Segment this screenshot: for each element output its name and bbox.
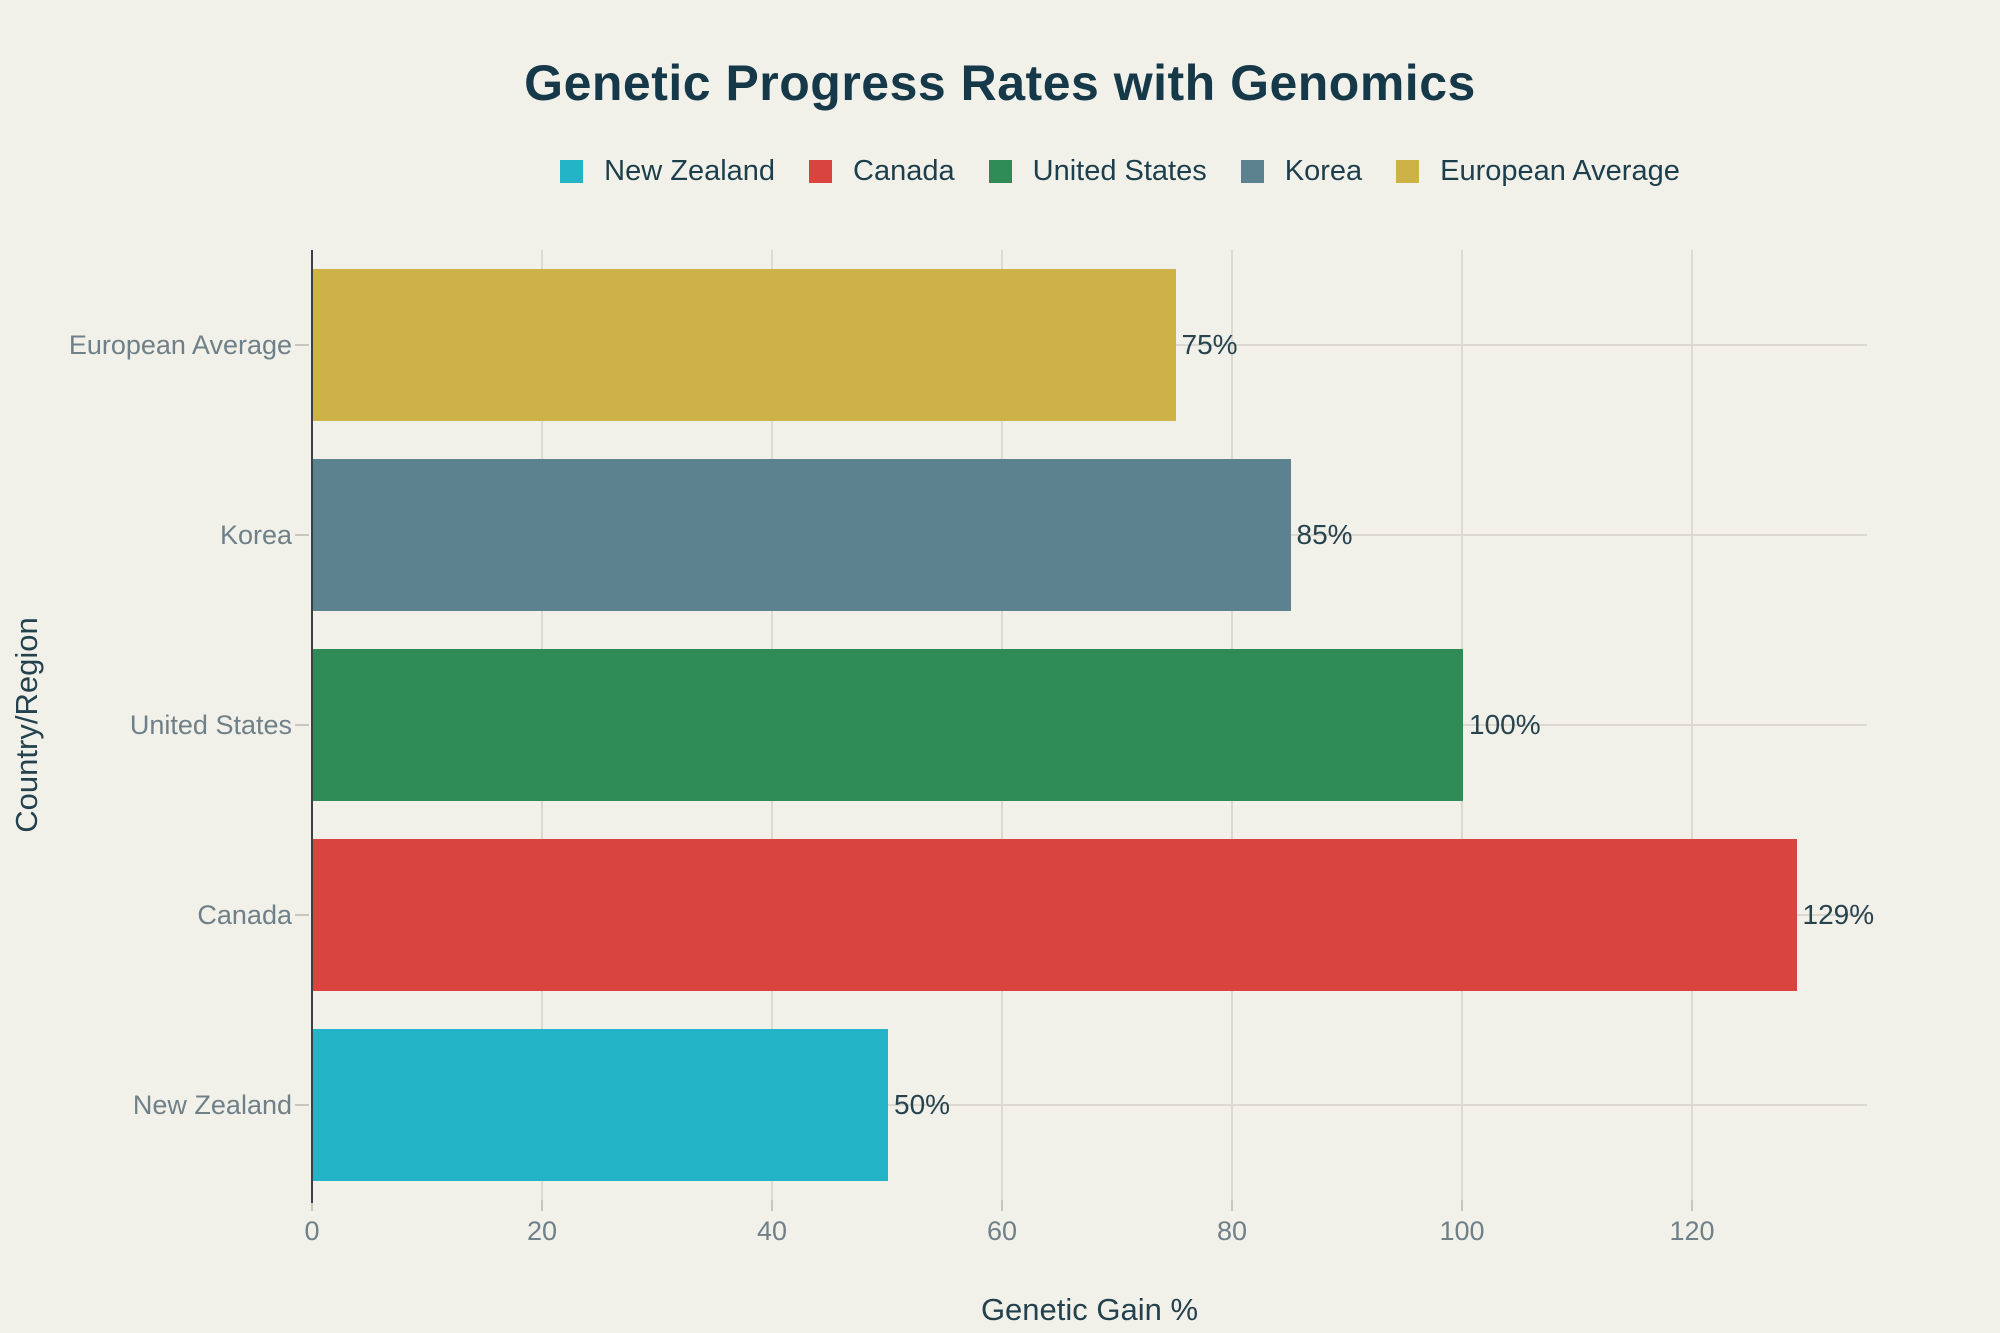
x-tick-mark (771, 1200, 773, 1211)
bar-value-label: 50% (894, 1089, 951, 1120)
y-tick-mark (295, 914, 309, 916)
y-category-label: Korea (219, 520, 292, 550)
x-tick-label: 40 (756, 1216, 788, 1246)
legend-label: European Average (1440, 155, 1680, 187)
y-category-label: Canada (197, 900, 292, 930)
y-tick-mark (295, 1104, 309, 1106)
legend-swatch-icon (1240, 160, 1264, 183)
legend-label: United States (1032, 155, 1207, 187)
bar-united-states[interactable] (313, 649, 1463, 801)
x-tick-label: 0 (304, 1216, 320, 1246)
y-category-label: United States (129, 710, 292, 740)
x-tick-mark (1691, 1200, 1693, 1211)
legend-label: Korea (1284, 155, 1363, 187)
y-category-label: European Average (68, 330, 292, 360)
x-tick-label: 100 (1439, 1216, 1485, 1246)
y-axis-line (310, 250, 313, 1203)
y-axis-title: Country/Region (9, 617, 44, 833)
y-gridline (312, 1104, 1867, 1106)
bar-value-label: 75% (1181, 329, 1238, 360)
x-tick-mark (1231, 1200, 1233, 1211)
x-tick-mark (1461, 1200, 1463, 1211)
legend-item-canada[interactable]: Canada (809, 157, 955, 186)
y-tick-mark (295, 724, 309, 726)
legend-swatch-icon (988, 160, 1012, 183)
bar-value-label: 100% (1469, 709, 1541, 740)
x-tick-label: 80 (1216, 1216, 1248, 1246)
legend-label: Canada (853, 155, 955, 187)
x-tick-label: 120 (1669, 1216, 1715, 1246)
bar-new-zealand[interactable] (313, 1029, 888, 1181)
bar-value-label: 129% (1802, 899, 1875, 930)
x-axis-title: Genetic Gain % (980, 1292, 1199, 1327)
chart-title: Genetic Progress Rates with Genomics (524, 55, 1476, 111)
x-tick-mark (311, 1200, 313, 1211)
legend-item-korea[interactable]: Korea (1240, 155, 1363, 187)
legend-swatch-icon (809, 160, 833, 183)
bar-canada[interactable] (313, 839, 1797, 991)
legend-item-new-zealand[interactable]: New Zealand (560, 157, 775, 186)
x-tick-label: 60 (986, 1216, 1018, 1246)
legend-item-united-states[interactable]: United States (988, 155, 1207, 187)
x-tick-mark (1001, 1200, 1003, 1211)
y-category-label: New Zealand (132, 1090, 292, 1120)
x-tick-label: 20 (526, 1216, 558, 1246)
bar-korea[interactable] (313, 459, 1291, 611)
legend-swatch-icon (1396, 160, 1420, 183)
legend-label: New Zealand (604, 155, 776, 187)
legend: New Zealand Canada United States Korea Europ… (340, 157, 1900, 186)
bar-value-label: 85% (1296, 519, 1353, 550)
y-tick-mark (295, 344, 309, 346)
x-tick-mark (541, 1200, 543, 1211)
legend-swatch-icon (560, 160, 584, 183)
legend-item-european-average[interactable]: European Average (1396, 157, 1680, 186)
bar-european-average[interactable] (313, 269, 1176, 421)
y-tick-mark (295, 534, 309, 536)
